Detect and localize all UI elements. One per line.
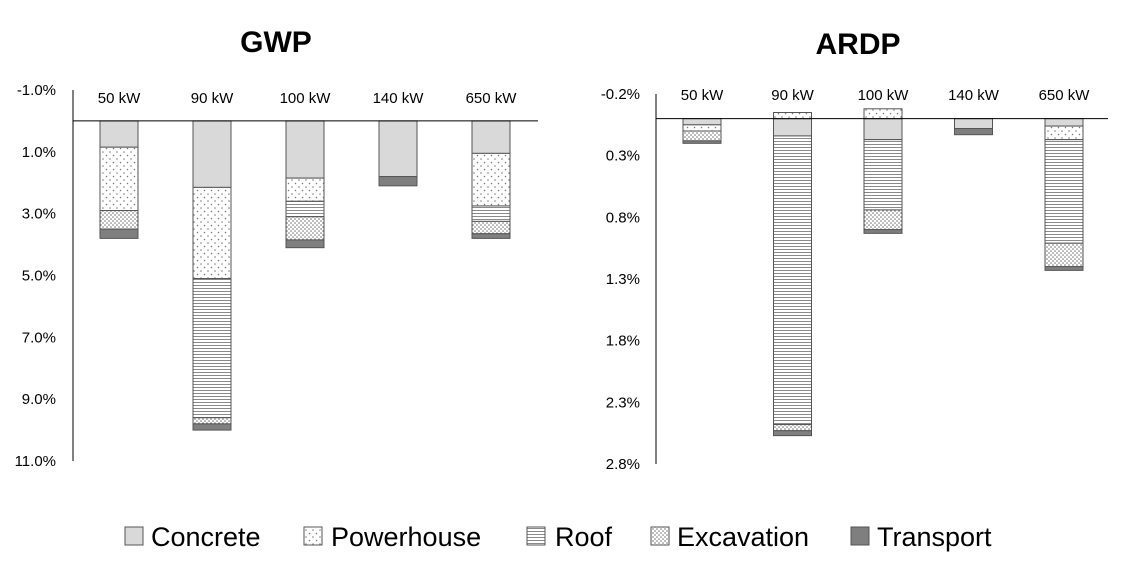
gwp-bar-concrete — [99, 120, 139, 148]
legend-label-roof: Roof — [555, 522, 613, 552]
ardp-bar-powerhouse — [682, 124, 722, 132]
ardp-bar-transport — [773, 430, 812, 437]
gwp-bar-transport — [192, 423, 232, 431]
ardp-bars — [682, 108, 1084, 437]
sparse-dot-swatch-icon — [303, 526, 323, 546]
gwp-category-label: 90 kW — [191, 90, 234, 107]
gwp-y-tick-label: 11.0% — [15, 453, 56, 470]
legend-label-powerhouse: Powerhouse — [331, 522, 481, 552]
gwp-bars — [99, 120, 511, 431]
legend-label-transport: Transport — [877, 522, 992, 552]
ardp-y-axis-labels: -0.2% 0.3% 0.8% 1.3% 1.8% 2.3% 2.8% — [601, 86, 640, 473]
gwp-y-tick-label: 1.0% — [22, 144, 56, 161]
gwp-bar-powerhouse — [99, 146, 139, 212]
ardp-bar-roof — [863, 139, 903, 211]
gwp-bar-powerhouse — [471, 152, 511, 207]
ardp-category-label: 100 kW — [858, 87, 910, 104]
gwp-y-axis-labels: -1.0% 1.0% 3.0% 5.0% 7.0% 9.0% 11.0% — [15, 82, 56, 470]
ardp-y-tick-label: 0.3% — [606, 148, 640, 165]
gwp-bar-excavation — [471, 220, 511, 235]
gwp-bar-concrete — [285, 120, 325, 179]
gwp-bar-roof — [471, 205, 511, 222]
ardp-category-label: 50 kW — [681, 87, 724, 104]
gwp-y-tick-label: 3.0% — [22, 206, 56, 223]
ardp-y-tick-label: 1.8% — [606, 333, 640, 350]
ardp-bar-excavation — [773, 424, 812, 432]
ardp-bar-powerhouse — [773, 112, 812, 120]
ardp-bar-roof — [773, 135, 812, 426]
ardp-category-label: 90 kW — [771, 87, 814, 104]
gwp-y-tick-label: 7.0% — [22, 329, 56, 346]
legend-item-powerhouse: Powerhouse — [303, 522, 481, 552]
ardp-bar-excavation — [863, 209, 903, 231]
legend-item-transport: Transport — [850, 522, 992, 552]
ardp-bar-transport — [682, 140, 722, 144]
gwp-category-label: 100 kW — [280, 90, 332, 107]
gwp-bar-transport — [285, 239, 325, 249]
ardp-bar-roof — [1044, 139, 1084, 244]
gwp-bar-powerhouse — [285, 177, 325, 202]
legend-label-excavation: Excavation — [677, 522, 809, 552]
gwp-bar-transport — [378, 176, 418, 187]
dark-gray-swatch-icon — [850, 526, 870, 546]
gwp-bar-roof — [192, 278, 232, 419]
ardp-bar-concrete — [682, 118, 722, 126]
ardp-chart-title: ARDP — [815, 28, 900, 61]
solid-gray-swatch-icon — [124, 526, 144, 546]
gwp-category-label: 140 kW — [373, 90, 425, 107]
ardp-bar-concrete — [863, 118, 903, 141]
ardp-y-tick-label: 1.3% — [606, 271, 640, 288]
ardp-bar-excavation — [1044, 242, 1084, 268]
ardp-y-tick-label: 2.3% — [606, 394, 640, 411]
gwp-bar-excavation — [99, 210, 139, 230]
ardp-category-label: 140 kW — [948, 87, 1000, 104]
ardp-y-tick-label: -0.2% — [601, 86, 640, 103]
ardp-bar-concrete — [1044, 118, 1084, 127]
ardp-category-label: 650 kW — [1039, 87, 1091, 104]
gwp-chart: GWP -1.0% 1.0% 3.0% 5.0% 7.0% 9.0% 11.0% 50 kW… — [15, 26, 538, 470]
gwp-bar-transport — [99, 228, 139, 239]
ardp-bar-powerhouse — [863, 108, 903, 120]
legend: Concrete Powerhouse Roof Excavation Tran… — [124, 522, 992, 552]
gwp-bar-roof — [285, 200, 325, 218]
gwp-bar-transport — [471, 233, 511, 239]
ardp-bar-transport — [863, 229, 903, 234]
ardp-bar-transport — [954, 128, 993, 136]
ardp-y-tick-label: 0.8% — [606, 209, 640, 226]
legend-item-roof: Roof — [526, 522, 613, 552]
legend-item-excavation: Excavation — [650, 522, 809, 552]
legend-item-concrete: Concrete — [124, 522, 261, 552]
ardp-chart: ARDP -0.2% 0.3% 0.8% 1.3% 1.8% 2.3% 2.8% 50 kW… — [601, 28, 1108, 473]
ardp-bar-transport — [1044, 266, 1084, 271]
gwp-category-label: 50 kW — [98, 90, 141, 107]
gwp-bar-excavation — [192, 417, 232, 425]
gwp-bar-concrete — [471, 120, 511, 154]
gwp-bar-powerhouse — [192, 186, 232, 280]
gwp-y-tick-label: -1.0% — [17, 82, 56, 99]
ardp-bar-concrete — [954, 118, 993, 130]
gwp-category-label: 650 kW — [466, 90, 518, 107]
gwp-category-labels: 50 kW 90 kW 100 kW 140 kW 650 kW — [98, 90, 518, 107]
ardp-bar-excavation — [682, 130, 722, 142]
gwp-chart-title: GWP — [240, 26, 312, 59]
gwp-bar-excavation — [285, 216, 325, 241]
gwp-bar-concrete — [192, 120, 232, 188]
dense-dot-swatch-icon — [650, 526, 670, 546]
ardp-category-labels: 50 kW 90 kW 100 kW 140 kW 650 kW — [681, 87, 1091, 104]
legend-label-concrete: Concrete — [151, 522, 261, 552]
gwp-y-tick-label: 5.0% — [22, 268, 56, 285]
gwp-bar-concrete — [378, 120, 418, 178]
gwp-y-tick-label: 9.0% — [22, 391, 56, 408]
ardp-bar-concrete — [773, 118, 812, 137]
horizontal-line-swatch-icon — [526, 526, 546, 546]
ardp-bar-powerhouse — [1044, 125, 1084, 141]
ardp-y-tick-label: 2.8% — [606, 456, 640, 473]
